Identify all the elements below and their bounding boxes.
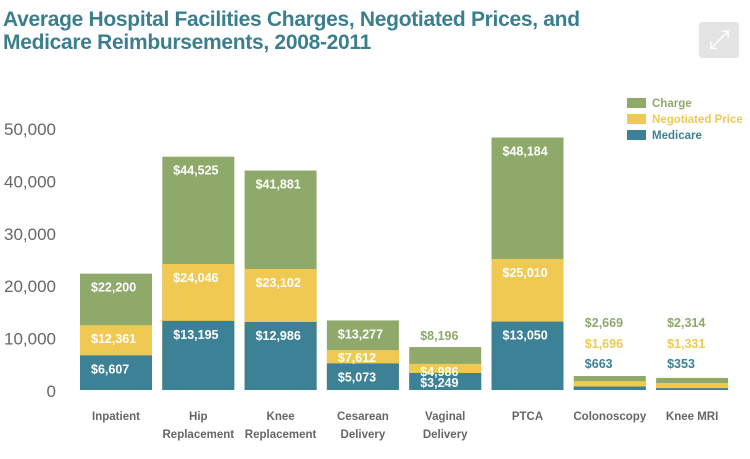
data-label-charge: $2,314 bbox=[667, 316, 705, 330]
bar-negotiated-price bbox=[573, 381, 646, 390]
data-label-negotiated: $1,331 bbox=[667, 337, 705, 351]
bar-medicare bbox=[409, 372, 482, 390]
bar-medicare bbox=[244, 321, 317, 390]
data-label-charge: $13,277 bbox=[338, 327, 383, 341]
data-label-negotiated: $25,010 bbox=[503, 266, 548, 280]
data-label-medicare: $13,050 bbox=[503, 329, 548, 343]
legend-swatch-medicare bbox=[627, 130, 646, 140]
x-tick-label: Replacement bbox=[245, 429, 317, 441]
legend-swatch-negotiated-price bbox=[627, 114, 646, 124]
bar-medicare bbox=[656, 388, 729, 390]
y-tick-label: 40,000 bbox=[4, 172, 56, 191]
x-tick-label: PTCA bbox=[512, 411, 543, 423]
bar-medicare bbox=[80, 355, 152, 390]
data-label-negotiated: $24,046 bbox=[173, 271, 218, 285]
data-label-medicare: $353 bbox=[667, 357, 695, 371]
legend-label: Negotiated Price bbox=[652, 114, 743, 126]
x-tick-label: Hip bbox=[189, 411, 208, 423]
bar-medicare bbox=[326, 363, 399, 390]
x-tick-label: Delivery bbox=[423, 429, 468, 441]
legend-label: Medicare bbox=[652, 130, 702, 142]
data-label-charge: $48,184 bbox=[503, 145, 548, 159]
bar-medicare bbox=[491, 321, 564, 390]
data-label-medicare: $3,249 bbox=[420, 376, 458, 390]
data-label-charge: $8,196 bbox=[420, 329, 458, 343]
data-label-charge: $22,200 bbox=[91, 281, 136, 295]
data-label-medicare: $6,607 bbox=[91, 362, 129, 376]
x-tick-label: Inpatient bbox=[92, 411, 140, 423]
legend-swatch-charge bbox=[627, 98, 646, 108]
data-label-negotiated: $23,102 bbox=[256, 276, 301, 290]
data-label-negotiated: $1,696 bbox=[585, 337, 623, 351]
y-tick-label: 50,000 bbox=[4, 120, 56, 139]
data-label-charge: $2,669 bbox=[585, 316, 623, 330]
legend-label: Charge bbox=[652, 98, 692, 110]
data-label-charge: $41,881 bbox=[256, 178, 301, 192]
y-tick-label: 20,000 bbox=[4, 277, 56, 296]
x-tick-label: Delivery bbox=[341, 429, 386, 441]
y-tick-label: 0 bbox=[47, 382, 56, 401]
data-label-charge: $44,525 bbox=[173, 164, 218, 178]
bar-medicare bbox=[162, 320, 235, 390]
data-label-medicare: $663 bbox=[585, 357, 613, 371]
expand-arrows-icon[interactable]: ⤢ bbox=[699, 22, 739, 58]
x-tick-label: Knee MRI bbox=[666, 411, 718, 423]
x-tick-label: Knee bbox=[267, 411, 295, 423]
y-tick-label: 10,000 bbox=[4, 330, 56, 349]
x-tick-label: Colonoscopy bbox=[573, 411, 646, 423]
x-tick-label: Cesarean bbox=[337, 411, 389, 423]
data-label-negotiated: $12,361 bbox=[91, 332, 136, 346]
chart-title: Average Hospital Facilities Charges, Neg… bbox=[3, 8, 580, 54]
data-label-medicare: $12,986 bbox=[256, 329, 301, 343]
data-label-negotiated: $7,612 bbox=[338, 351, 376, 365]
x-tick-label: Replacement bbox=[163, 429, 235, 441]
y-tick-label: 30,000 bbox=[4, 225, 56, 244]
bar-negotiated-price bbox=[656, 383, 729, 390]
data-label-medicare: $13,195 bbox=[173, 328, 218, 342]
data-label-negotiated: $4,986 bbox=[420, 365, 458, 379]
data-label-medicare: $5,073 bbox=[338, 370, 376, 384]
x-tick-label: Vaginal bbox=[425, 411, 465, 423]
bar-medicare bbox=[573, 386, 646, 390]
